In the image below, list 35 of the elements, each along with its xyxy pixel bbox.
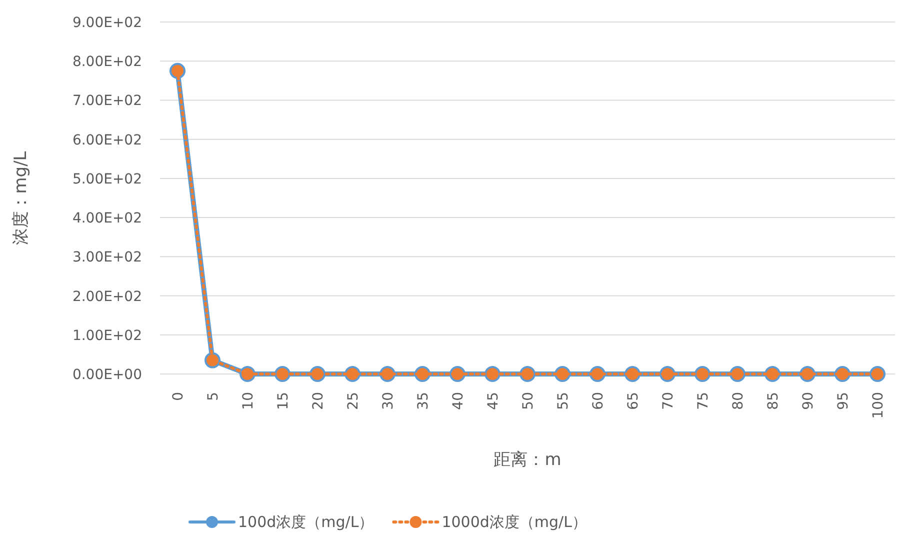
x-axis-title: 距离：m <box>494 450 562 470</box>
x-tick-label: 80 <box>730 392 746 410</box>
y-tick-label: 2.00E+02 <box>72 288 142 305</box>
x-tick-label: 50 <box>520 392 536 410</box>
x-tick-label: 65 <box>626 392 642 410</box>
x-tick-label: 10 <box>240 392 256 410</box>
x-tick-label: 30 <box>380 392 396 410</box>
x-tick-label: 5 <box>206 392 222 401</box>
y-tick-label: 5.00E+02 <box>72 171 142 188</box>
x-tick-label: 90 <box>800 392 816 410</box>
x-tick-label: 40 <box>450 392 466 410</box>
y-tick-label: 6.00E+02 <box>72 132 142 148</box>
x-tick-label: 70 <box>660 392 676 410</box>
x-tick-label: 45 <box>486 392 502 410</box>
x-tick-label: 100 <box>870 392 886 419</box>
x-tick-label: 15 <box>276 392 292 410</box>
y-tick-label: 9.00E+02 <box>72 15 142 31</box>
x-tick-label: 25 <box>346 392 362 410</box>
y-tick-label: 1.00E+02 <box>72 328 142 344</box>
y-tick-label: 3.00E+02 <box>72 250 142 266</box>
x-tick-label: 95 <box>836 392 852 410</box>
x-tick-label: 35 <box>416 392 432 410</box>
legend-label: 1000d浓度（mg/L） <box>442 513 587 531</box>
x-tick-label: 60 <box>590 392 606 410</box>
y-tick-label: 8.00E+02 <box>72 54 142 70</box>
y-axis-title: 浓度：mg/L <box>11 150 31 245</box>
y-tick-label: 4.00E+02 <box>72 210 142 227</box>
x-tick-label: 0 <box>170 392 186 401</box>
y-tick-label: 0.00E+00 <box>72 367 142 383</box>
x-tick-label: 75 <box>696 392 712 410</box>
x-tick-label: 20 <box>310 392 326 410</box>
legend-label: 100d浓度（mg/L） <box>238 513 374 531</box>
x-tick-label: 85 <box>766 392 782 410</box>
y-tick-label: 7.00E+02 <box>72 93 142 110</box>
x-tick-label: 55 <box>556 392 572 410</box>
